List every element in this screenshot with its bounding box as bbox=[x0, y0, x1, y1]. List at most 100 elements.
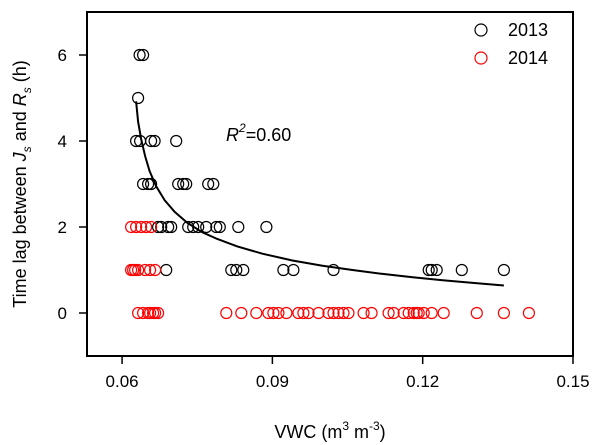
data-point-2013 bbox=[277, 263, 290, 277]
data-point-2014 bbox=[132, 263, 145, 277]
data-point-2014 bbox=[365, 306, 378, 320]
annotation-value: =0.60 bbox=[246, 125, 292, 145]
data-point-2013 bbox=[260, 220, 273, 234]
data-point-2013 bbox=[133, 48, 146, 62]
data-point-2014 bbox=[522, 306, 536, 320]
data-point-2013 bbox=[165, 220, 178, 234]
fit-curve bbox=[135, 101, 504, 287]
data-point-2014 bbox=[425, 306, 438, 320]
data-point-2014 bbox=[497, 306, 510, 320]
data-point-2014 bbox=[129, 263, 142, 277]
data-point-2013 bbox=[137, 48, 150, 62]
data-point-2013 bbox=[497, 263, 510, 277]
data-point-2014 bbox=[357, 306, 370, 320]
y-axis-title: Time lag between Js and Rs (h) bbox=[10, 60, 34, 307]
data-point-2014 bbox=[137, 306, 150, 320]
y-axis-ticks: 0 2 4 6 bbox=[58, 46, 87, 323]
y-tick-label: 4 bbox=[58, 132, 67, 151]
x-tick-label: 0.06 bbox=[106, 372, 139, 391]
x-tick-label: 0.12 bbox=[406, 372, 439, 391]
data-point-2014 bbox=[145, 220, 158, 234]
data-point-2014 bbox=[235, 306, 248, 320]
data-point-2014 bbox=[139, 263, 152, 277]
data-point-2014 bbox=[220, 306, 233, 320]
data-point-2013 bbox=[145, 134, 158, 148]
data-point-2013 bbox=[200, 220, 213, 234]
data-point-2014 bbox=[140, 220, 153, 234]
data-point-2014 bbox=[152, 306, 165, 320]
legend: 2013 2014 bbox=[474, 20, 548, 68]
data-point-2014 bbox=[149, 306, 162, 320]
data-point-2013 bbox=[430, 263, 443, 277]
data-point-2014 bbox=[312, 306, 325, 320]
annotation-r-letter: R bbox=[226, 125, 239, 145]
data-point-2014 bbox=[407, 306, 420, 320]
fit-curve-layer bbox=[135, 101, 504, 287]
x-tick-label: 0.15 bbox=[556, 372, 589, 391]
data-point-2013 bbox=[160, 263, 173, 277]
data-point-2013 bbox=[225, 263, 238, 277]
data-point-2013 bbox=[287, 263, 300, 277]
data-point-2013 bbox=[210, 220, 223, 234]
data-point-2014 bbox=[144, 306, 157, 320]
data-point-2014 bbox=[130, 220, 143, 234]
data-point-2014 bbox=[280, 306, 293, 320]
data-point-2013 bbox=[155, 220, 168, 234]
data-point-2014 bbox=[302, 306, 315, 320]
data-point-2014 bbox=[272, 306, 285, 320]
data-point-2013 bbox=[148, 134, 161, 148]
data-point-2014 bbox=[250, 306, 263, 320]
legend-label-2013: 2013 bbox=[508, 20, 548, 40]
data-point-2013 bbox=[142, 177, 155, 191]
data-point-2013 bbox=[327, 263, 340, 277]
data-point-2014 bbox=[402, 306, 415, 320]
legend-label-2014: 2014 bbox=[508, 48, 548, 68]
data-point-2013 bbox=[177, 177, 190, 191]
legend-marker-2014 bbox=[474, 51, 488, 65]
data-point-2014 bbox=[342, 306, 355, 320]
data-point-2014 bbox=[417, 306, 430, 320]
data-point-2014 bbox=[292, 306, 305, 320]
x-axis-ticks: 0.06 0.09 0.12 0.15 bbox=[106, 356, 590, 391]
data-point-2014 bbox=[412, 306, 425, 320]
data-point-2014 bbox=[135, 220, 148, 234]
data-point-2013 bbox=[130, 134, 143, 148]
data-point-2014 bbox=[262, 306, 275, 320]
data-point-2014 bbox=[322, 306, 335, 320]
data-point-2014 bbox=[397, 306, 410, 320]
data-point-2013 bbox=[455, 263, 468, 277]
data-point-2013 bbox=[172, 177, 185, 191]
data-point-2013 bbox=[180, 177, 193, 191]
data-point-2014 bbox=[382, 306, 395, 320]
x-tick-label: 0.09 bbox=[256, 372, 289, 391]
x-axis-title: VWC (m3 m-3) bbox=[274, 419, 385, 442]
data-point-2013 bbox=[187, 220, 200, 234]
data-point-2013 bbox=[422, 263, 435, 277]
data-point-2013 bbox=[202, 177, 215, 191]
y-tick-label: 0 bbox=[58, 304, 67, 323]
data-points-layer bbox=[125, 48, 536, 320]
data-point-2013 bbox=[232, 220, 245, 234]
y-tick-label: 6 bbox=[58, 46, 67, 65]
legend-marker-2013 bbox=[474, 23, 488, 37]
data-point-2014 bbox=[327, 306, 340, 320]
y-tick-label: 2 bbox=[58, 218, 67, 237]
data-point-2014 bbox=[267, 306, 280, 320]
data-point-2014 bbox=[132, 306, 145, 320]
data-point-2013 bbox=[192, 220, 205, 234]
data-point-2013 bbox=[230, 263, 243, 277]
data-point-2014 bbox=[144, 263, 157, 277]
data-point-2014 bbox=[149, 263, 162, 277]
annotation-r-squared: R2=0.60 bbox=[226, 121, 291, 145]
data-point-2014 bbox=[337, 306, 350, 320]
data-point-2013 bbox=[137, 177, 150, 191]
data-point-2014 bbox=[332, 306, 345, 320]
data-point-2013 bbox=[182, 220, 195, 234]
annotation-superscript: 2 bbox=[238, 121, 246, 135]
data-point-2013 bbox=[425, 263, 438, 277]
data-point-2013 bbox=[152, 220, 165, 234]
data-point-2013 bbox=[162, 220, 175, 234]
data-point-2014 bbox=[470, 306, 483, 320]
data-point-2014 bbox=[297, 306, 310, 320]
